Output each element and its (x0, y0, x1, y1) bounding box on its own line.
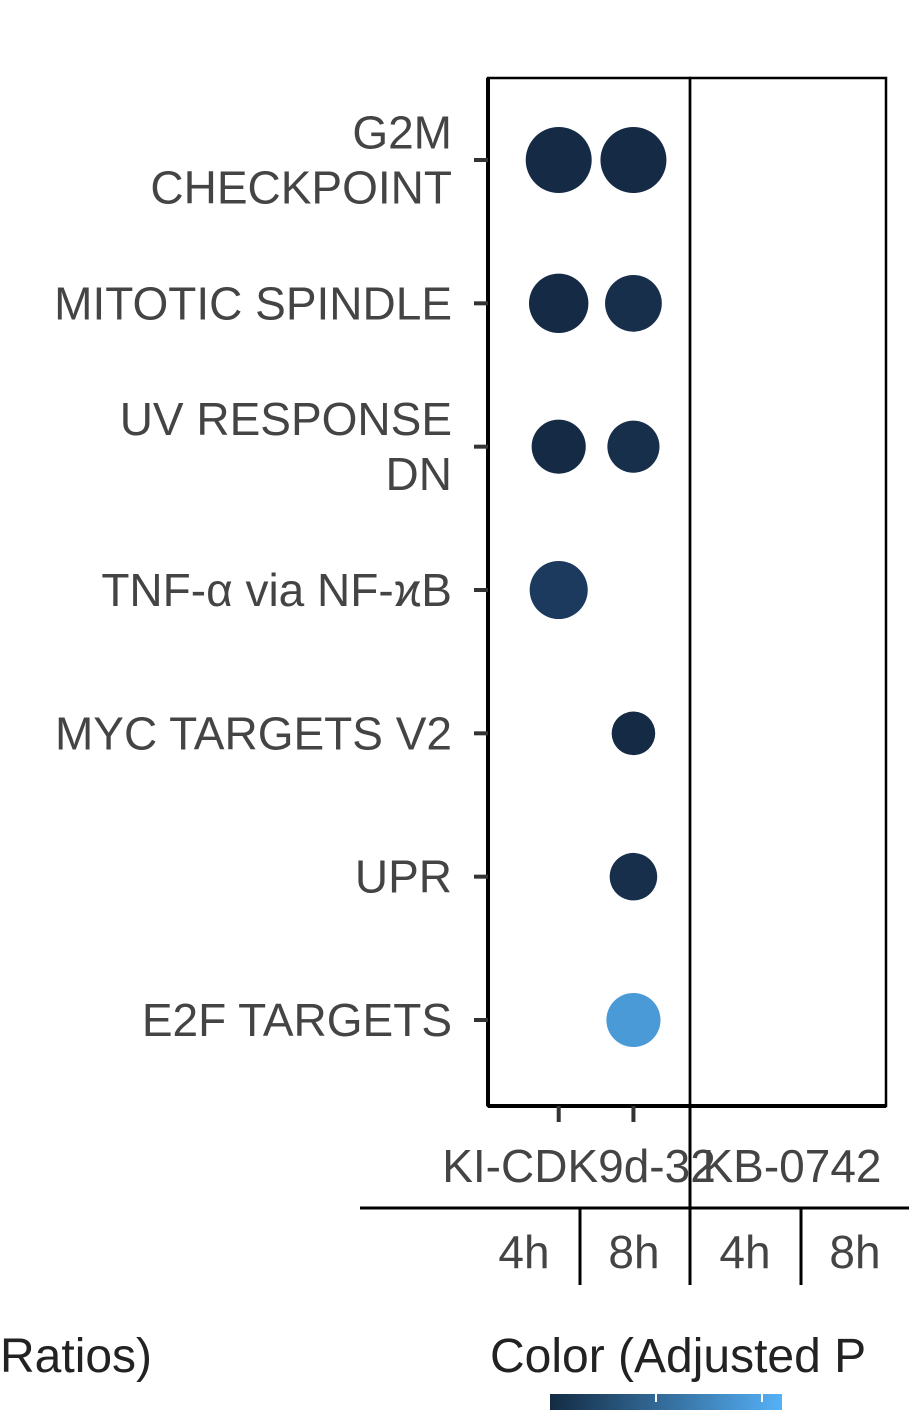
legend: Ratios) Color (Adjusted P (0, 1330, 866, 1410)
point-tnf-via-nf-b-ki-cdk9d-32-4h (529, 560, 588, 620)
point-mitotic-spindle-ki-cdk9d-32-8h (605, 274, 662, 332)
point-myc-targets-v2-ki-cdk9d-32-8h (611, 711, 656, 756)
point-uv-response-dn-ki-cdk9d-32-8h (607, 420, 660, 473)
facet-label-ki-cdk9d-32: KI-CDK9d-32 (442, 1140, 716, 1192)
y-label-myc-targets-v2: MYC TARGETS V2 (55, 707, 452, 759)
panel-border-1 (486, 76, 692, 1108)
point-upr-ki-cdk9d-32-8h (609, 852, 658, 901)
point-mitotic-spindle-ki-cdk9d-32-4h (529, 273, 589, 334)
facet-label-kb-0742: KB-0742 (702, 1140, 881, 1192)
y-label-uv-response-dn: UV RESPONSE DN (120, 393, 452, 500)
legend-color-title: Color (Adjusted P (490, 1330, 866, 1383)
y-label-upr: UPR (355, 851, 452, 903)
data-points (525, 127, 667, 1048)
point-g2m-checkpoint-ki-cdk9d-32-4h (525, 127, 592, 193)
point-uv-response-dn-ki-cdk9d-32-4h (531, 419, 586, 474)
time-label-kb-0742-8h: 8h (829, 1226, 880, 1278)
point-g2m-checkpoint-ki-cdk9d-32-8h (600, 127, 667, 193)
point-e2f-targets-ki-cdk9d-32-8h (606, 992, 661, 1048)
y-label-tnf-via-nf-b: TNF-α via NF-ϰB (101, 564, 452, 616)
legend-color-bar (550, 1394, 782, 1410)
time-label-ki-cdk9d-32-4h: 4h (498, 1226, 549, 1278)
y-label-e2f-targets: E2F TARGETS (142, 994, 452, 1046)
time-label-ki-cdk9d-32-8h: 8h (608, 1226, 659, 1278)
legend-size-title: Ratios) (0, 1330, 152, 1383)
y-axis: G2M CHECKPOINT MITOTIC SPINDLE UV RESPONSE D… (54, 107, 488, 1046)
panel-border-2 (688, 76, 888, 1108)
y-label-g2m-checkpoint: G2M CHECKPOINT (150, 107, 452, 214)
y-label-mitotic-spindle: MITOTIC SPINDLE (54, 277, 452, 329)
time-label-kb-0742-4h: 4h (719, 1226, 770, 1278)
